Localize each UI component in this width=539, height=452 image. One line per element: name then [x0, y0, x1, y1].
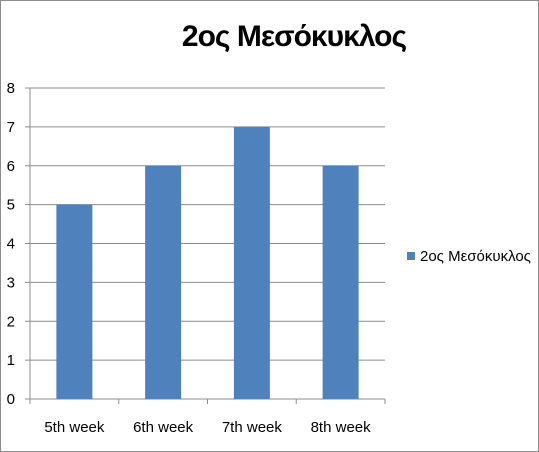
y-tick-label: 0	[7, 391, 15, 408]
bar-6th-week	[145, 165, 182, 399]
x-tick-label: 8th week	[311, 419, 372, 436]
x-tick-label: 7th week	[222, 419, 283, 436]
y-tick-label: 6	[7, 158, 15, 175]
y-tick-label: 8	[7, 80, 15, 97]
legend: 2ος Μεσόκυκλος	[407, 248, 531, 265]
legend-label: 2ος Μεσόκυκλος	[420, 248, 531, 265]
x-tick-label: 6th week	[133, 419, 194, 436]
bar-8th-week	[322, 165, 359, 399]
bars	[56, 126, 359, 399]
x-tick-label: 5th week	[44, 419, 105, 436]
y-tick-label: 7	[7, 119, 15, 136]
y-tick-label: 1	[7, 352, 15, 369]
legend-swatch	[407, 252, 415, 260]
y-axis-tick-labels: 0 1 2 3 4 5 6 7 8	[7, 80, 15, 408]
y-tick-label: 2	[7, 313, 15, 330]
bar-5th-week	[56, 204, 93, 399]
bar-7th-week	[233, 126, 270, 399]
y-tick-label: 5	[7, 197, 15, 214]
x-axis-tick-labels: 5th week 6th week 7th week 8th week	[44, 419, 371, 436]
chart-title: 2ος Μεσόκυκλος	[182, 20, 407, 53]
y-tick-label: 3	[7, 274, 15, 291]
y-tick-label: 4	[7, 236, 15, 253]
